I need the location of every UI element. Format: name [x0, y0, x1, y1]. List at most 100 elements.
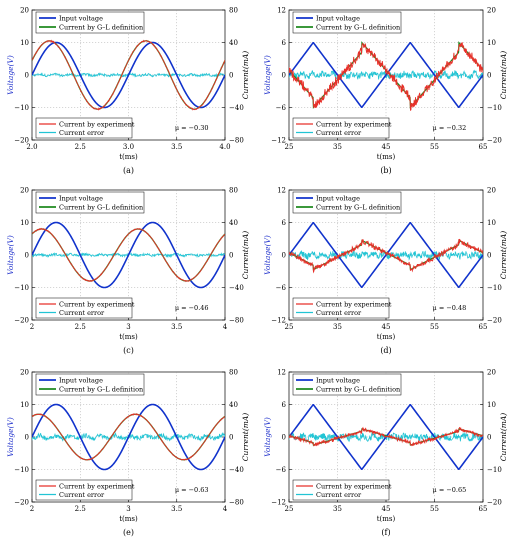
legend-label: Current by G–L definition — [59, 203, 143, 211]
x-axis-label: t(ms) — [119, 515, 138, 523]
y-left-tick-label: −6 — [276, 104, 287, 112]
legend-label: Input voltage — [59, 14, 103, 22]
y-left-tick-label: 10 — [20, 401, 29, 409]
series-line-input-voltage — [289, 222, 483, 288]
x-tick-label: 55 — [430, 505, 439, 513]
y-right-tick-label: −80 — [229, 136, 244, 144]
legend-label: Current error — [316, 491, 362, 499]
y-left-tick-label: 0 — [25, 433, 29, 441]
y-right-tick-label: −10 — [487, 104, 502, 112]
y-left-tick-label: −20 — [14, 498, 29, 506]
panel-b: 25 35 45 55 65 −12 −6 0 6 12 −20 −10 0 10 20 t(ms) Volta… — [263, 6, 508, 175]
x-axis-label: t(ms) — [377, 333, 396, 341]
panel-caption: (e) — [123, 528, 134, 537]
y-right-tick-label: 0 — [487, 251, 491, 259]
series-line-current-experiment — [289, 42, 483, 111]
y-left-tick-label: −6 — [276, 284, 287, 292]
y-right-axis-label: Current(mA) — [499, 51, 508, 99]
y-right-axis-label: Current(mA) — [499, 231, 508, 279]
y-left-tick-label: 10 — [20, 219, 29, 227]
legend-label: Current by experiment — [59, 120, 135, 128]
x-tick-label: 2.0 — [26, 143, 37, 151]
x-tick-label: 25 — [285, 143, 294, 151]
x-tick-label: 65 — [479, 143, 488, 151]
y-left-tick-label: −10 — [14, 104, 29, 112]
legend-label: Current error — [59, 129, 105, 137]
x-tick-label: 55 — [430, 143, 439, 151]
series-line-current-experiment — [32, 39, 225, 111]
y-left-tick-label: 6 — [282, 401, 287, 409]
y-right-tick-label: 20 — [487, 6, 496, 14]
legend-label: Input voltage — [316, 194, 360, 202]
series-line-input-voltage — [32, 41, 225, 109]
legend-box — [35, 297, 133, 319]
legend-label: Current error — [316, 129, 362, 137]
series-group — [289, 404, 483, 470]
legend-label: Current by experiment — [316, 120, 392, 128]
y-right-tick-label: 0 — [229, 251, 233, 259]
y-right-tick-label: −40 — [229, 104, 244, 112]
x-tick-label: 3.5 — [171, 323, 182, 331]
y-left-tick-label: 0 — [25, 251, 29, 259]
y-right-tick-label: −10 — [487, 466, 502, 474]
y-right-tick-label: −80 — [229, 498, 244, 506]
x-tick-label: 45 — [382, 505, 391, 513]
mu-annotation: μ = −0.30 — [175, 124, 209, 132]
y-right-tick-label: 40 — [229, 401, 238, 409]
x-tick-label: 3 — [126, 505, 130, 513]
legend-box — [35, 11, 145, 34]
y-right-tick-label: −80 — [229, 316, 244, 324]
mu-annotation: μ = −0.63 — [175, 486, 209, 494]
y-left-tick-label: 0 — [282, 71, 286, 79]
series-line-input-voltage — [32, 221, 225, 289]
panel-f: 25 35 45 55 65 −12 −6 0 6 12 −20 −10 0 10 20 t(ms) Volta… — [263, 368, 508, 537]
series-line-input-voltage — [289, 42, 483, 108]
legend-box — [292, 117, 390, 139]
legend-label: Current by experiment — [316, 300, 392, 308]
x-tick-label: 55 — [430, 323, 439, 331]
y-left-tick-label: 20 — [20, 6, 29, 14]
y-right-axis-label: Current(mA) — [241, 51, 250, 99]
y-left-tick-label: 0 — [282, 433, 286, 441]
legend-label: Input voltage — [316, 376, 360, 384]
y-right-tick-label: 0 — [487, 433, 491, 441]
y-left-tick-label: −12 — [271, 136, 286, 144]
legend-label: Current by experiment — [316, 482, 392, 490]
legend-label: Current error — [316, 309, 362, 317]
panel-caption: (d) — [380, 346, 391, 355]
legend-label: Current by G–L definition — [316, 385, 400, 393]
y-left-tick-label: −6 — [276, 466, 287, 474]
x-tick-label: 45 — [382, 323, 391, 331]
x-tick-label: 3.5 — [171, 143, 182, 151]
x-tick-label: 2.5 — [75, 323, 86, 331]
series-line-current-experiment — [32, 227, 225, 283]
y-right-tick-label: −20 — [487, 136, 502, 144]
x-tick-label: 65 — [479, 323, 488, 331]
legend-label: Current by experiment — [59, 300, 135, 308]
x-tick-label: 35 — [333, 505, 342, 513]
y-right-tick-label: −10 — [487, 284, 502, 292]
series-group — [32, 221, 225, 289]
panel-caption: (f) — [381, 528, 390, 537]
y-right-tick-label: 20 — [487, 368, 496, 376]
y-left-axis-label: Voltage(V) — [6, 55, 15, 95]
legend-box — [292, 479, 390, 501]
x-tick-label: 2.5 — [75, 505, 86, 513]
y-right-tick-label: 10 — [487, 401, 496, 409]
panel-d: 25 35 45 55 65 −12 −6 0 6 12 −20 −10 0 10 20 t(ms) Volta… — [263, 186, 508, 355]
y-right-tick-label: −40 — [229, 466, 244, 474]
y-left-tick-label: 20 — [20, 368, 29, 376]
legend-box — [35, 479, 133, 501]
y-right-tick-label: 10 — [487, 219, 496, 227]
y-right-tick-label: −20 — [487, 316, 502, 324]
x-tick-label: 4.0 — [219, 143, 230, 151]
series-line-current-error — [289, 431, 483, 443]
legend-label: Current error — [59, 491, 105, 499]
x-tick-label: 4 — [223, 505, 228, 513]
y-left-tick-label: −10 — [14, 284, 29, 292]
